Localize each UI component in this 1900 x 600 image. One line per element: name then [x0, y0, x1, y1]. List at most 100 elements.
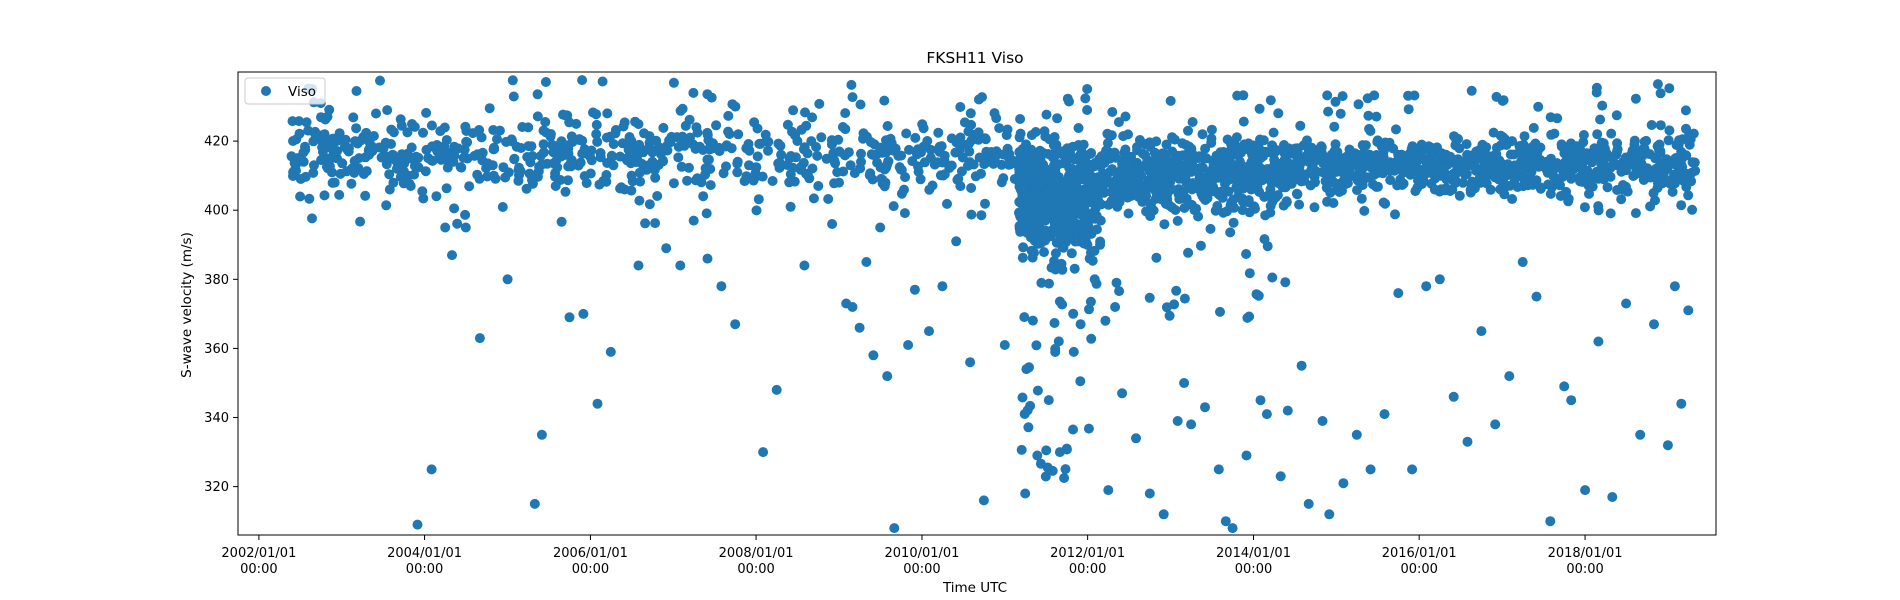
scatter-point: [1575, 176, 1586, 187]
scatter-point: [1063, 226, 1074, 237]
scatter-point: [532, 89, 543, 100]
scatter-point: [1084, 304, 1094, 315]
scatter-point: [1369, 90, 1380, 101]
scatter-point: [1237, 205, 1248, 216]
scatter-point: [347, 163, 358, 174]
scatter-point: [1073, 222, 1084, 233]
scatter-point: [1403, 104, 1414, 115]
scatter-point: [823, 194, 834, 204]
scatter-point: [964, 146, 975, 157]
scatter-point: [1206, 183, 1217, 193]
y-tick-label: 420: [204, 135, 229, 150]
scatter-point: [1200, 402, 1210, 413]
legend-label: Viso: [288, 84, 316, 100]
scatter-point: [442, 147, 453, 158]
scatter-point: [1547, 180, 1558, 191]
scatter-point: [460, 121, 471, 132]
scatter-point: [1200, 195, 1211, 205]
scatter-point: [1324, 509, 1335, 520]
scatter-point: [1265, 200, 1276, 211]
scatter-point: [358, 169, 369, 179]
scatter-point: [1123, 208, 1134, 219]
scatter-point: [899, 208, 910, 219]
scatter-point: [1641, 135, 1652, 146]
scatter-point: [1040, 471, 1051, 482]
scatter-point: [1454, 143, 1465, 154]
scatter-point: [950, 147, 961, 158]
scatter-point: [813, 181, 824, 191]
scatter-point: [771, 384, 782, 395]
scatter-point: [865, 137, 876, 148]
scatter-point: [973, 94, 984, 105]
scatter-point: [1084, 162, 1095, 173]
scatter-point: [868, 350, 879, 361]
scatter-point: [1322, 90, 1333, 101]
scatter-point: [507, 75, 518, 86]
scatter-point: [865, 168, 876, 179]
scatter-point: [1521, 160, 1532, 171]
scatter-point: [634, 139, 645, 150]
scatter-point: [484, 103, 495, 114]
scatter-point: [880, 177, 891, 188]
scatter-point: [1183, 125, 1193, 136]
scatter-point: [348, 112, 359, 123]
scatter-point: [1091, 192, 1102, 203]
scatter-point: [1206, 124, 1217, 135]
scatter-point: [460, 222, 471, 233]
scatter-point: [1049, 318, 1060, 328]
scatter-point: [896, 150, 907, 161]
scatter-point: [324, 104, 335, 115]
scatter-point: [924, 184, 935, 195]
scatter-point: [1317, 416, 1328, 426]
scatter-point: [1569, 152, 1580, 163]
scatter-point: [536, 159, 547, 170]
scatter-point: [1527, 179, 1538, 190]
scatter-point: [1365, 464, 1376, 475]
scatter-point: [774, 157, 785, 168]
scatter-point: [696, 177, 707, 188]
scatter-point: [882, 371, 893, 382]
scatter-point: [951, 236, 962, 247]
scatter-point: [1242, 312, 1253, 323]
scatter-point: [1303, 498, 1314, 509]
scatter-point: [1036, 179, 1047, 190]
scatter-point: [623, 144, 634, 155]
scatter-point: [1151, 252, 1162, 263]
plot-area-frame: [237, 71, 1717, 536]
scatter-point: [1546, 129, 1557, 140]
scatter-point: [1476, 326, 1487, 337]
scatter-point: [1593, 201, 1604, 212]
scatter-point: [767, 176, 778, 186]
scatter-point: [657, 155, 668, 166]
scatter-point: [532, 111, 543, 122]
scatter-point: [640, 218, 651, 229]
scatter-point: [346, 178, 357, 189]
scatter-point: [288, 167, 299, 178]
scatter-point: [1417, 177, 1428, 188]
scatter-point: [847, 92, 858, 103]
scatter-point: [1377, 152, 1388, 163]
scatter-point: [1015, 114, 1026, 124]
scatter-point: [1328, 177, 1339, 188]
scatter-point: [1649, 319, 1659, 330]
scatter-point: [442, 162, 453, 173]
scatter-point: [523, 122, 534, 133]
scatter-point: [1242, 163, 1253, 173]
scatter-point: [1228, 217, 1239, 228]
scatter-point: [1302, 135, 1312, 146]
scatter-point: [1061, 235, 1072, 245]
scatter-point: [1057, 299, 1068, 310]
scatter-point: [550, 181, 561, 191]
scatter-point: [1454, 190, 1465, 201]
scatter-point: [1328, 198, 1339, 208]
scatter-point: [1448, 391, 1459, 402]
scatter-point: [626, 136, 637, 146]
scatter-point: [1205, 223, 1216, 234]
scatter-point: [1351, 429, 1362, 440]
scatter-point: [343, 146, 354, 157]
scatter-point: [1100, 315, 1111, 326]
scatter-point: [619, 184, 630, 195]
scatter-point: [1124, 158, 1134, 169]
scatter-point: [1041, 445, 1052, 456]
scatter-point: [516, 143, 526, 153]
